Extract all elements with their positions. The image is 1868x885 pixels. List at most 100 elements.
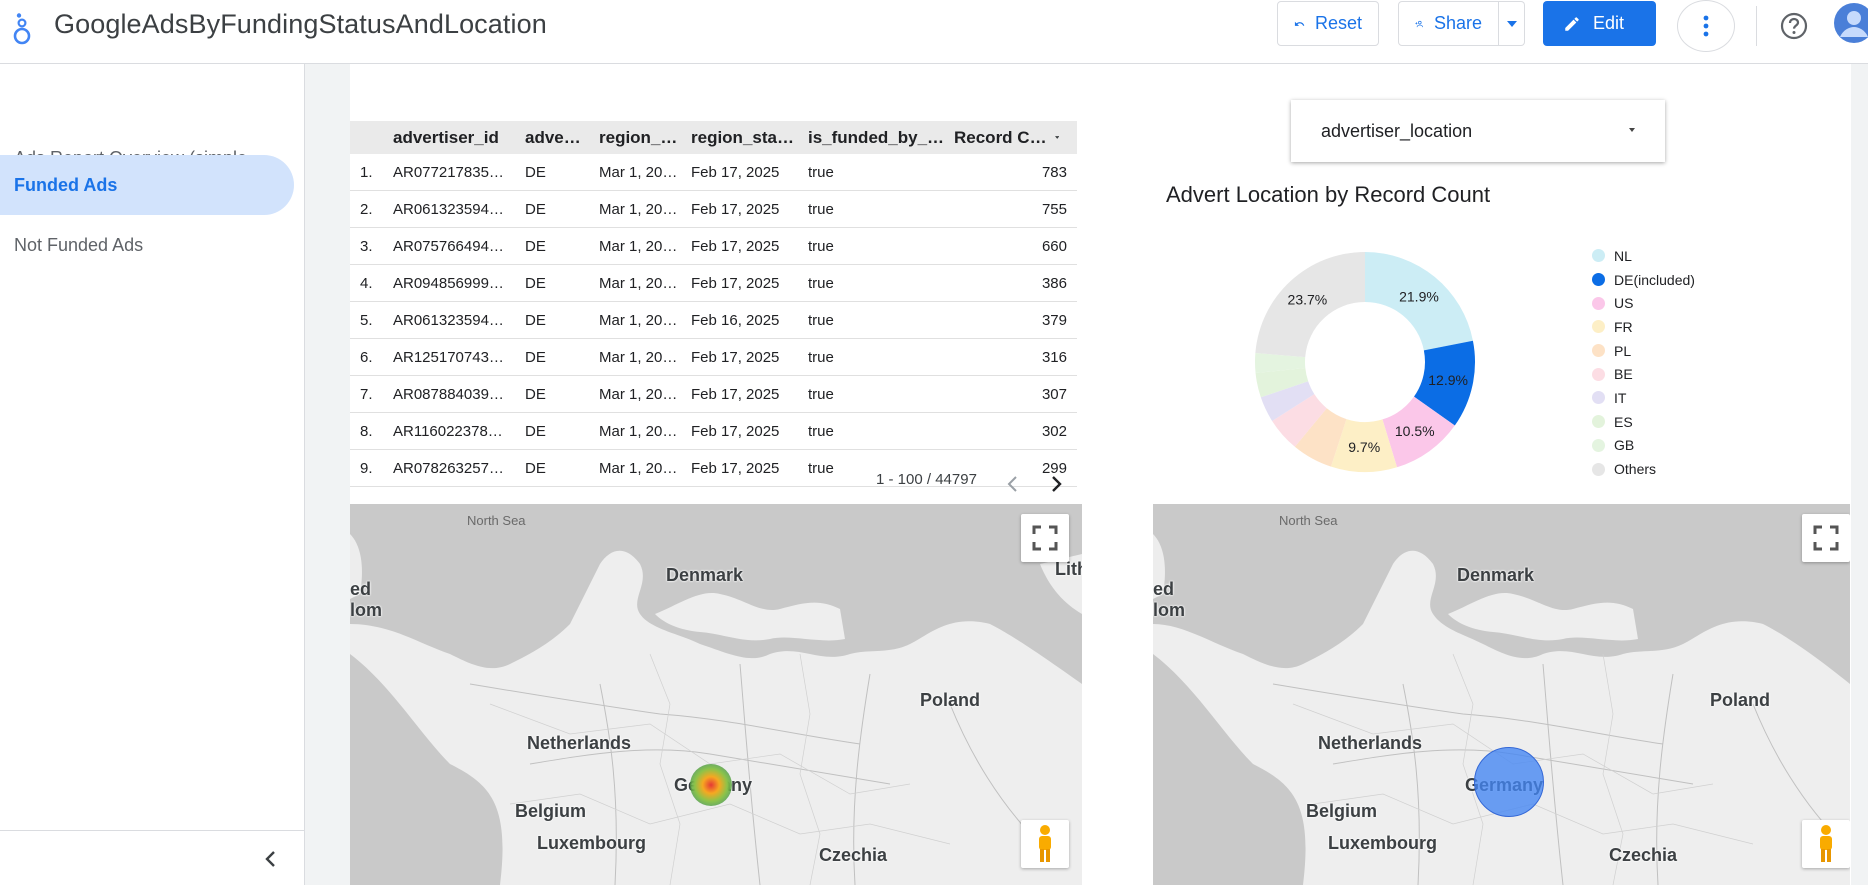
legend-item[interactable]: US xyxy=(1592,291,1695,315)
donut-chart[interactable]: 21.9% 12.9% 10.5% 9.7% 23.7% xyxy=(1236,226,1526,496)
pie-slice-gb[interactable] xyxy=(1255,353,1306,374)
account-avatar-icon[interactable] xyxy=(1834,3,1868,43)
pie-slice-be[interactable] xyxy=(1272,394,1327,447)
pie-slice-fr[interactable] xyxy=(1331,419,1398,472)
pie-slice-others[interactable] xyxy=(1255,252,1365,358)
chevron-right-icon[interactable] xyxy=(1047,474,1065,494)
fullscreen-icon xyxy=(1032,525,1058,551)
table-cell: true xyxy=(808,385,834,403)
table-cell: true xyxy=(808,274,834,292)
table-row[interactable]: 5. AR061323594… DE Mar 1, 20… Feb 16, 2025 tr… xyxy=(350,302,1077,339)
column-header[interactable]: adve… xyxy=(525,127,581,147)
pie-slice-es[interactable] xyxy=(1255,368,1309,398)
column-header[interactable]: is_funded_by_… xyxy=(808,127,945,147)
legend-item[interactable]: FR xyxy=(1592,315,1695,339)
row-number-cell: 7. xyxy=(360,385,373,403)
table-cell: Feb 17, 2025 xyxy=(691,237,780,255)
report-title[interactable]: GoogleAdsByFundingStatusAndLocation xyxy=(54,9,547,39)
help-icon[interactable] xyxy=(1779,11,1809,41)
bubble-map[interactable]: North Sea ed lom Denmark Poland Netherla… xyxy=(1153,504,1850,885)
share-options-button[interactable] xyxy=(1499,1,1525,46)
map-label-netherlands: Netherlands xyxy=(527,733,632,753)
fullscreen-icon xyxy=(1813,525,1839,551)
edit-button[interactable]: Edit xyxy=(1543,1,1656,46)
table-cell: DE xyxy=(525,459,546,477)
map-label-north-sea: North Sea xyxy=(467,513,526,528)
heatmap-map[interactable]: North Sea ed lom Denmark Lith Poland Net… xyxy=(350,504,1082,885)
more-options-button[interactable] xyxy=(1677,0,1735,52)
advertiser-location-filter[interactable]: advertiser_location xyxy=(1291,100,1665,162)
table-row[interactable]: 4. AR094856999… DE Mar 1, 20… Feb 17, 2025 tr… xyxy=(350,265,1077,302)
table-cell: 302 xyxy=(1041,422,1067,440)
canvas-scrollbar[interactable] xyxy=(1851,64,1868,885)
map-label-denmark: Denmark xyxy=(1457,565,1535,585)
table-row[interactable]: 8. AR116022378… DE Mar 1, 20… Feb 17, 2025 tr… xyxy=(350,413,1077,450)
more-vert-icon xyxy=(1703,15,1709,37)
table-cell: DE xyxy=(525,274,546,292)
fullscreen-button[interactable] xyxy=(1802,514,1850,562)
legend-label: ES xyxy=(1614,413,1633,430)
table-cell: Mar 1, 20… xyxy=(599,274,678,292)
map-label-luxembourg: Luxembourg xyxy=(1328,833,1438,853)
pie-slice-pl[interactable] xyxy=(1294,408,1347,467)
table-row[interactable]: 7. AR087884039… DE Mar 1, 20… Feb 17, 2025 tr… xyxy=(350,376,1077,413)
pegman-icon xyxy=(1820,825,1832,862)
legend-item[interactable]: NL xyxy=(1592,244,1695,268)
pagination-range: 1 - 100 / 44797 xyxy=(876,471,977,488)
chevron-left-icon[interactable] xyxy=(259,847,283,871)
chevron-left-icon[interactable] xyxy=(1004,474,1022,494)
nav-item-funded-ads[interactable]: Funded Ads xyxy=(0,155,294,215)
table-body: 1. AR077217835… DE Mar 1, 20… Feb 17, 2025 tr… xyxy=(350,154,1077,487)
table-cell: DE xyxy=(525,200,546,218)
table-row[interactable]: 9. AR078263257… DE Mar 1, 20… Feb 17, 2025 tr… xyxy=(350,450,1077,487)
table-cell: Mar 1, 20… xyxy=(599,459,678,477)
table-row[interactable]: 2. AR061323594… DE Mar 1, 20… Feb 17, 2025 tr… xyxy=(350,191,1077,228)
fullscreen-button[interactable] xyxy=(1021,514,1069,562)
pie-slice-us[interactable] xyxy=(1382,396,1455,468)
column-header[interactable]: advertiser_id xyxy=(393,127,499,147)
legend-swatch xyxy=(1592,249,1605,263)
page-navigation-sidebar: Ads Report Overview (simple … Funded Ads… xyxy=(0,64,305,885)
pencil-icon xyxy=(1565,16,1579,31)
street-view-pegman-button[interactable] xyxy=(1021,820,1069,868)
table-cell: Feb 17, 2025 xyxy=(691,459,780,477)
location-bubble-marker[interactable] xyxy=(1474,747,1544,817)
table-row[interactable]: 6. AR125170743… DE Mar 1, 20… Feb 17, 2025 tr… xyxy=(350,339,1077,376)
column-header-sorted[interactable]: Record C… xyxy=(954,128,1077,148)
table-cell: Feb 17, 2025 xyxy=(691,274,780,292)
table-cell: DE xyxy=(525,237,546,255)
legend-item[interactable]: ES xyxy=(1592,410,1695,434)
legend-item[interactable]: BE xyxy=(1592,362,1695,386)
table-cell: true xyxy=(808,422,834,440)
row-number-cell: 5. xyxy=(360,311,373,329)
pie-slice-de-included-[interactable] xyxy=(1413,340,1475,426)
street-view-pegman-button[interactable] xyxy=(1802,820,1850,868)
looker-studio-logo-icon[interactable] xyxy=(10,12,40,46)
legend-label: GB xyxy=(1614,437,1635,454)
table-header-row: advertiser_id adve… region_… region_sta…… xyxy=(350,121,1077,154)
nav-item-not-funded-ads[interactable]: Not Funded Ads xyxy=(14,234,144,255)
legend-item[interactable]: Others xyxy=(1592,457,1695,481)
row-number-cell: 8. xyxy=(360,422,373,440)
legend-item[interactable]: PL xyxy=(1592,339,1695,363)
table-cell: true xyxy=(808,348,834,366)
table-cell: DE xyxy=(525,422,546,440)
table-row[interactable]: 1. AR077217835… DE Mar 1, 20… Feb 17, 2025 tr… xyxy=(350,154,1077,191)
legend-item[interactable]: IT xyxy=(1592,386,1695,410)
map-label-edge: lom xyxy=(1153,600,1186,620)
table-cell: Feb 17, 2025 xyxy=(691,163,780,181)
legend-item[interactable]: DE(included) xyxy=(1592,268,1695,292)
table-cell: Feb 17, 2025 xyxy=(691,200,780,218)
share-button[interactable]: Share xyxy=(1398,1,1499,46)
map-label-edge: lom xyxy=(350,600,383,620)
legend-item[interactable]: GB xyxy=(1592,434,1695,458)
reset-label: Reset xyxy=(1314,13,1362,33)
pie-slice-it[interactable] xyxy=(1260,381,1315,421)
table-row[interactable]: 3. AR075766494… DE Mar 1, 20… Feb 17, 2025 tr… xyxy=(350,228,1077,265)
pie-slice-label: 9.7% xyxy=(1348,439,1380,455)
reset-button[interactable]: Reset xyxy=(1277,1,1379,46)
map-label-netherlands: Netherlands xyxy=(1318,733,1423,753)
column-header[interactable]: region_sta… xyxy=(691,127,794,147)
column-header[interactable]: region_… xyxy=(599,127,678,147)
pie-slice-nl[interactable] xyxy=(1365,252,1473,351)
